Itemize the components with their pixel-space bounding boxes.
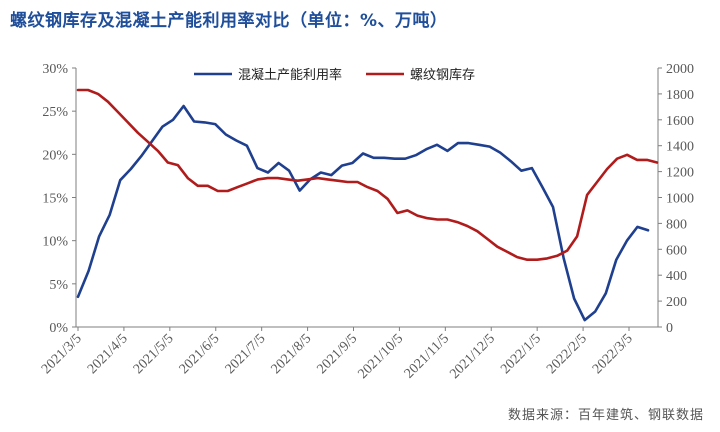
x-tick-label: 2021/9/5 xyxy=(315,331,361,377)
right-tick-label: 1600 xyxy=(666,114,694,129)
x-tick-label: 2021/6/5 xyxy=(177,331,223,377)
legend-label-0: 混凝土产能利用率 xyxy=(238,67,342,83)
series-line-0 xyxy=(76,104,650,322)
x-tick-label: 2021/8/5 xyxy=(269,331,315,377)
right-tick-label: 400 xyxy=(666,269,687,284)
right-axis-ticks: 0 200 400 600 800 1000 1200 1400 1600 1800 2000 xyxy=(658,62,694,336)
series-line-1 xyxy=(76,88,659,262)
right-tick-label: 0 xyxy=(666,321,673,336)
x-axis-ticks: 2021/3/5 2021/4/5 2021/5/5 2021/6/5 2021/7/5… xyxy=(39,327,636,382)
left-tick-label: 25% xyxy=(42,105,68,120)
x-tick-label: 2022/2/5 xyxy=(544,331,590,377)
x-tick-label: 2021/3/5 xyxy=(39,331,85,377)
x-tick-label: 2021/11/5 xyxy=(402,331,452,381)
right-tick-label: 1800 xyxy=(666,88,694,103)
right-tick-label: 800 xyxy=(666,217,687,232)
series-lines xyxy=(76,88,659,322)
left-tick-label: 10% xyxy=(42,235,68,250)
x-tick-label: 2021/12/5 xyxy=(447,331,498,382)
left-tick-label: 5% xyxy=(49,278,68,293)
x-tick-label: 2021/7/5 xyxy=(223,331,269,377)
left-tick-label: 30% xyxy=(42,62,68,77)
right-tick-label: 1200 xyxy=(666,166,694,181)
x-tick-label: 2021/4/5 xyxy=(85,331,131,377)
x-tick-label: 2021/5/5 xyxy=(131,331,177,377)
x-tick-label: 2021/10/5 xyxy=(355,331,406,382)
right-tick-label: 1400 xyxy=(666,140,694,155)
x-tick-label: 2022/1/5 xyxy=(498,331,544,377)
x-tick-label: 2022/3/5 xyxy=(590,331,636,377)
left-tick-label: 15% xyxy=(42,192,68,207)
chart-legend: 混凝土产能利用率 螺纹钢库存 xyxy=(194,67,475,83)
right-tick-label: 1000 xyxy=(666,192,694,207)
left-tick-label: 20% xyxy=(42,148,68,163)
left-axis-ticks: 0% 5% 10% 15% 20% 25% 30% xyxy=(42,62,76,336)
right-tick-label: 200 xyxy=(666,295,687,310)
chart-title: 螺纹钢库存及混凝土产能利用率对比（单位：%、万吨） xyxy=(10,11,448,31)
left-tick-label: 0% xyxy=(49,321,68,336)
data-source-note: 数据来源：百年建筑、钢联数据 xyxy=(507,408,704,423)
right-tick-label: 600 xyxy=(666,243,687,258)
right-tick-label: 2000 xyxy=(666,62,694,77)
legend-label-1: 螺纹钢库存 xyxy=(410,67,475,83)
